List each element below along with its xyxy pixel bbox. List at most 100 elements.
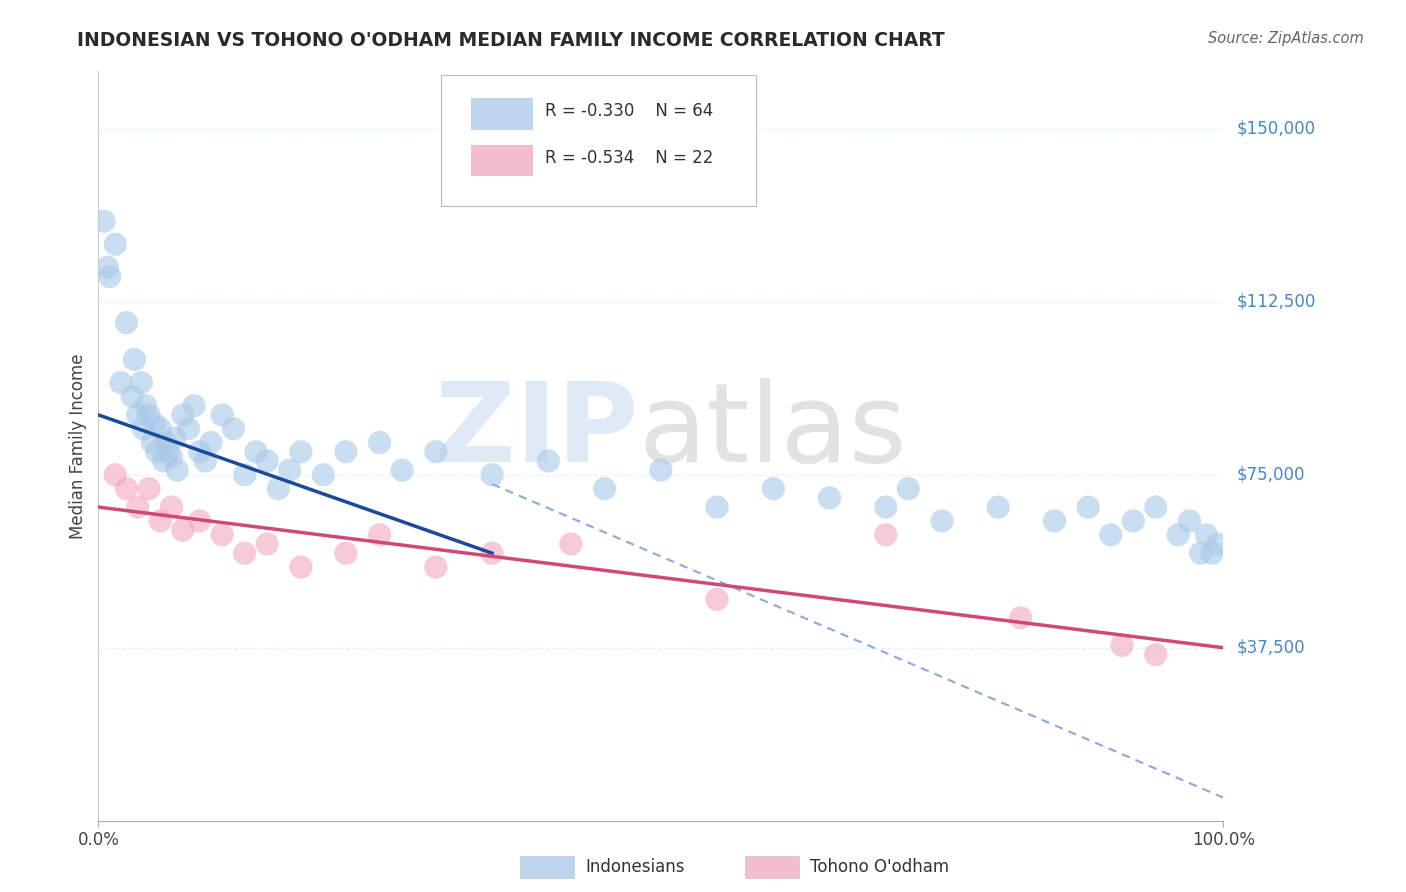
- Text: INDONESIAN VS TOHONO O'ODHAM MEDIAN FAMILY INCOME CORRELATION CHART: INDONESIAN VS TOHONO O'ODHAM MEDIAN FAMI…: [77, 31, 945, 50]
- Point: [138, 482, 160, 496]
- Point: [1189, 546, 1212, 560]
- Point: [391, 463, 413, 477]
- Point: [762, 482, 785, 496]
- Point: [875, 500, 897, 514]
- Point: [1201, 546, 1223, 560]
- Text: Indonesians: Indonesians: [585, 858, 685, 876]
- Point: [155, 435, 177, 450]
- Point: [875, 528, 897, 542]
- Point: [290, 560, 312, 574]
- Point: [146, 444, 169, 458]
- Text: atlas: atlas: [638, 377, 907, 484]
- Point: [141, 435, 163, 450]
- Point: [1099, 528, 1122, 542]
- Point: [149, 514, 172, 528]
- Text: $75,000: $75,000: [1237, 466, 1306, 483]
- Point: [160, 450, 183, 464]
- Point: [104, 467, 127, 482]
- Point: [183, 399, 205, 413]
- Point: [481, 546, 503, 560]
- Point: [172, 408, 194, 422]
- Point: [335, 444, 357, 458]
- Point: [177, 422, 200, 436]
- Point: [172, 523, 194, 537]
- Point: [233, 467, 256, 482]
- Point: [211, 408, 233, 422]
- Point: [481, 467, 503, 482]
- Point: [138, 408, 160, 422]
- Point: [211, 528, 233, 542]
- Text: Source: ZipAtlas.com: Source: ZipAtlas.com: [1208, 31, 1364, 46]
- Point: [560, 537, 582, 551]
- Point: [152, 454, 174, 468]
- Point: [104, 237, 127, 252]
- Point: [121, 389, 143, 403]
- Point: [593, 482, 616, 496]
- FancyBboxPatch shape: [520, 856, 574, 878]
- Point: [1206, 537, 1229, 551]
- Point: [1178, 514, 1201, 528]
- Point: [425, 444, 447, 458]
- Point: [127, 500, 149, 514]
- Point: [256, 454, 278, 468]
- Point: [650, 463, 672, 477]
- Point: [897, 482, 920, 496]
- Text: R = -0.330    N = 64: R = -0.330 N = 64: [546, 102, 713, 120]
- Point: [1144, 500, 1167, 514]
- Y-axis label: Median Family Income: Median Family Income: [69, 353, 87, 539]
- Point: [425, 560, 447, 574]
- Text: R = -0.534    N = 22: R = -0.534 N = 22: [546, 149, 713, 167]
- FancyBboxPatch shape: [745, 856, 799, 878]
- Point: [368, 435, 391, 450]
- Point: [143, 417, 166, 431]
- Point: [1122, 514, 1144, 528]
- Point: [256, 537, 278, 551]
- Point: [129, 376, 152, 390]
- Point: [149, 422, 172, 436]
- Point: [290, 444, 312, 458]
- Point: [1111, 639, 1133, 653]
- Point: [312, 467, 335, 482]
- Point: [1010, 611, 1032, 625]
- Point: [368, 528, 391, 542]
- Point: [706, 592, 728, 607]
- Point: [188, 444, 211, 458]
- Point: [93, 214, 115, 228]
- Text: $37,500: $37,500: [1237, 639, 1306, 657]
- Point: [96, 260, 118, 275]
- Text: $150,000: $150,000: [1237, 120, 1316, 138]
- Point: [1077, 500, 1099, 514]
- FancyBboxPatch shape: [471, 98, 533, 130]
- FancyBboxPatch shape: [471, 145, 533, 177]
- Point: [267, 482, 290, 496]
- Point: [115, 482, 138, 496]
- Point: [124, 352, 146, 367]
- Point: [537, 454, 560, 468]
- Point: [1167, 528, 1189, 542]
- Point: [818, 491, 841, 505]
- Point: [163, 431, 186, 445]
- Point: [127, 408, 149, 422]
- Point: [931, 514, 953, 528]
- Point: [1144, 648, 1167, 662]
- Point: [278, 463, 301, 477]
- Point: [132, 422, 155, 436]
- Point: [706, 500, 728, 514]
- Point: [160, 500, 183, 514]
- Point: [110, 376, 132, 390]
- Point: [188, 514, 211, 528]
- Point: [233, 546, 256, 560]
- Point: [245, 444, 267, 458]
- Text: $112,500: $112,500: [1237, 293, 1316, 311]
- Point: [194, 454, 217, 468]
- Point: [200, 435, 222, 450]
- Point: [157, 444, 180, 458]
- Point: [1195, 528, 1218, 542]
- Point: [115, 316, 138, 330]
- Point: [135, 399, 157, 413]
- Point: [1043, 514, 1066, 528]
- Point: [166, 463, 188, 477]
- Point: [987, 500, 1010, 514]
- Text: ZIP: ZIP: [434, 377, 638, 484]
- Point: [335, 546, 357, 560]
